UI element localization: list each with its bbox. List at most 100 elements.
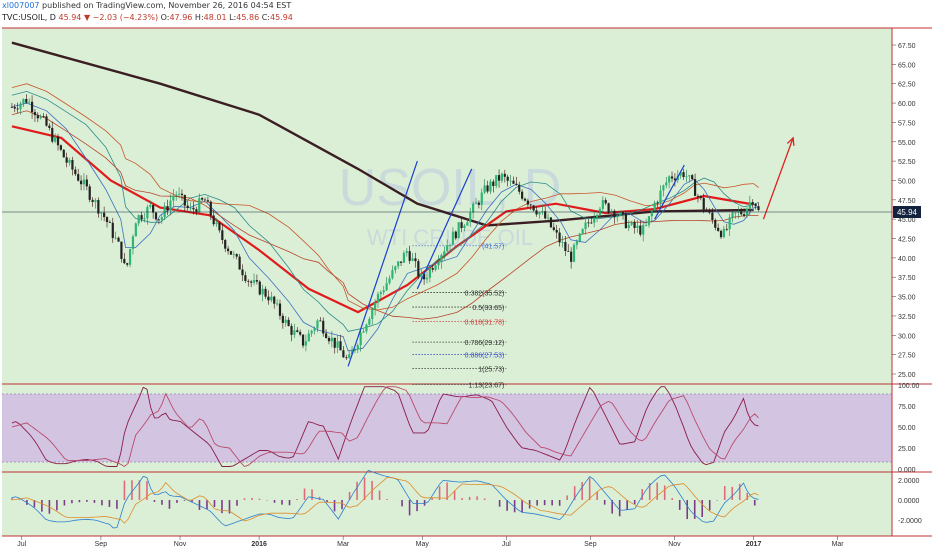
candle-body: [751, 202, 754, 205]
stoch-rsi-k-line: [11, 386, 759, 467]
candle-body: [526, 200, 529, 205]
time-axis-label: Nov: [174, 541, 187, 548]
macd-histogram-bar: [33, 500, 36, 508]
candle-body: [613, 210, 616, 218]
candle-body: [91, 199, 94, 202]
macd-histogram-bar: [446, 482, 448, 500]
candle-body: [480, 192, 483, 205]
macd-histogram-bar: [753, 500, 756, 506]
indicator-band-line: [11, 83, 759, 311]
candle-body: [477, 202, 480, 205]
candle-body: [604, 200, 607, 204]
candle-body: [157, 219, 161, 221]
candle-body: [333, 337, 336, 348]
macd-histogram-bar: [341, 500, 343, 510]
candle-body: [497, 175, 501, 181]
macd-histogram-bar: [686, 500, 689, 520]
time-axis-label: Mar: [337, 541, 350, 548]
candle-body: [111, 222, 114, 238]
macd-histogram-bar: [176, 500, 178, 503]
candle-body: [385, 283, 388, 291]
macd-histogram-bar: [701, 500, 704, 517]
publish-info: xl007007 published on TradingView.com, N…: [2, 1, 291, 10]
open-value: 47.96: [169, 13, 193, 22]
macd-histogram-bar: [183, 500, 186, 501]
candle-body: [388, 278, 391, 284]
candle-body: [278, 303, 282, 316]
macd-histogram-bar: [251, 497, 253, 500]
macd-axis-label: -2.0000: [898, 518, 922, 525]
candle-body: [48, 125, 51, 128]
candle-body: [316, 320, 319, 329]
price-axis-label: 32.50: [898, 314, 916, 321]
candle-body: [25, 98, 28, 103]
candle-body: [639, 225, 642, 235]
trendline: [347, 160, 418, 367]
candle-body: [440, 255, 443, 263]
macd-histogram-bar: [626, 500, 628, 510]
candle-body: [665, 182, 668, 186]
candle-body: [656, 202, 659, 204]
candle-body: [685, 176, 688, 178]
symbol-label[interactable]: TVC:USOIL, D: [2, 13, 56, 22]
time-axis-label: Mar: [832, 541, 845, 548]
candle-body: [564, 242, 567, 251]
candle-body: [593, 217, 596, 223]
macd-histogram-bar: [671, 498, 674, 500]
candle-body: [518, 184, 521, 192]
candle-body: [258, 281, 261, 295]
candle-body: [28, 101, 31, 103]
time-axis-label: Jul: [17, 541, 26, 548]
candle-body: [65, 157, 68, 163]
macd-histogram-bar: [483, 498, 486, 500]
candle-body: [616, 215, 619, 218]
candle-body: [221, 230, 224, 241]
candle-body: [152, 204, 155, 213]
macd-histogram-bar: [378, 490, 381, 500]
candle-body: [255, 280, 259, 282]
macd-histogram-bar: [461, 498, 463, 500]
candle-body: [71, 159, 74, 170]
candle-body: [659, 190, 662, 203]
candle-body: [670, 176, 674, 179]
candle-body: [399, 261, 403, 263]
candle-body: [523, 198, 527, 201]
candle-body: [166, 206, 169, 211]
macd-histogram-bar: [296, 499, 298, 500]
macd-histogram-bar: [273, 500, 276, 503]
candle-body: [587, 222, 590, 224]
candle-body: [77, 174, 80, 181]
candle-body: [322, 320, 325, 334]
candle-body: [195, 209, 198, 212]
macd-histogram-bar: [746, 492, 749, 500]
macd-histogram-bar: [536, 500, 538, 506]
candle-body: [281, 315, 284, 323]
macd-histogram-bar: [153, 500, 156, 502]
candle-body: [186, 205, 189, 208]
macd-histogram-bar: [438, 486, 441, 500]
publisher-username[interactable]: xl007007: [2, 1, 40, 10]
macd-histogram-bar: [71, 500, 73, 504]
candle-body: [679, 172, 682, 176]
candle-body: [668, 176, 671, 183]
macd-histogram-bar: [138, 480, 141, 500]
candle-body: [420, 273, 423, 277]
candle-body: [653, 202, 656, 211]
candle-body: [16, 108, 19, 110]
macd-axis-label: 0.0000: [898, 498, 920, 505]
candle-body: [561, 242, 564, 243]
moving-average-line: [11, 125, 754, 314]
candle-body: [206, 200, 210, 202]
candle-body: [172, 195, 175, 201]
candle-body: [359, 332, 362, 346]
candle-body: [691, 175, 694, 180]
candle-body: [662, 185, 665, 191]
candle-body: [425, 277, 429, 280]
candle-body: [252, 280, 256, 283]
candle-body: [492, 181, 495, 187]
candle-body: [59, 145, 62, 150]
macd-histogram-bar: [738, 483, 741, 500]
candle-body: [734, 212, 737, 214]
candle-body: [621, 212, 625, 214]
